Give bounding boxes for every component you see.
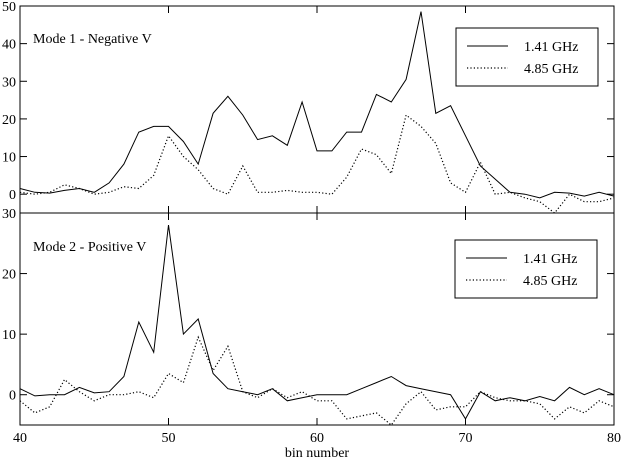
chart-panel-1: 0 10 20 30 40 50 Mode 1 - Negative V 1.41 GHz 4.… — [2, 0, 615, 214]
series-line-solid — [19, 225, 615, 420]
y-tick-label: 50 — [2, 0, 16, 15]
y-tick-label: 0 — [9, 389, 16, 404]
x-tick-label: 70 — [459, 431, 473, 446]
legend: 1.41 GHz 4.85 GHz — [455, 27, 599, 87]
panel-title: Mode 2 - Positive V — [33, 240, 146, 255]
legend-label: 1.41 GHz — [523, 252, 577, 267]
panel-title: Mode 1 - Negative V — [33, 32, 152, 47]
x-tick-label: 80 — [607, 431, 621, 446]
y-tick-label: 20 — [2, 113, 16, 128]
y-tick-label: 40 — [2, 38, 16, 53]
y-tick-label: 10 — [2, 151, 16, 166]
y-tick-label: 30 — [2, 75, 16, 90]
legend-box — [454, 239, 598, 299]
x-tick-label: 50 — [162, 431, 176, 446]
x-tick-label: 40 — [13, 431, 27, 446]
y-tick-label: 20 — [2, 268, 16, 283]
y-tick-label: 30 — [2, 207, 16, 222]
legend-label: 1.41 GHz — [524, 40, 578, 55]
series-line-solid — [19, 11, 615, 199]
legend-label: 4.85 GHz — [524, 62, 578, 77]
x-axis-label: bin number — [285, 446, 349, 460]
y-tick-label: 0 — [9, 188, 16, 203]
legend-label: 4.85 GHz — [523, 274, 577, 289]
chart-panel-2: 0 10 20 30 40 50 60 70 80 bin number Mode 2 - Posi… — [2, 207, 621, 460]
legend-box — [455, 27, 599, 87]
x-tick-label: 60 — [310, 431, 324, 446]
series-line-dotted — [19, 114, 615, 214]
legend: 1.41 GHz 4.85 GHz — [454, 239, 598, 299]
y-tick-label: 10 — [2, 328, 16, 343]
